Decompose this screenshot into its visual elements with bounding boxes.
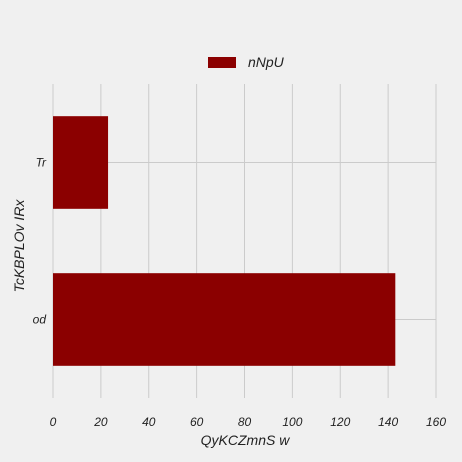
x-tick-label-60: 60 xyxy=(190,415,204,429)
y-axis-label: TcKBPLOv IRx xyxy=(11,199,27,293)
x-tick-label-160: 160 xyxy=(426,415,446,429)
y-tick-labels: Tr od xyxy=(33,156,47,327)
x-tick-label-100: 100 xyxy=(282,415,302,429)
x-tick-label-80: 80 xyxy=(238,415,252,429)
y-tick-label-od: od xyxy=(33,313,47,327)
x-tick-label-0: 0 xyxy=(50,415,57,429)
legend-swatch-nNpU xyxy=(208,57,236,68)
legend-label-nNpU: nNpU xyxy=(248,54,285,70)
bar-Tr xyxy=(53,116,109,209)
x-tick-label-120: 120 xyxy=(330,415,350,429)
x-tick-label-40: 40 xyxy=(142,415,156,429)
x-tick-labels: 0 20 40 60 80 100 120 140 160 xyxy=(50,415,447,429)
legend: nNpU xyxy=(208,54,285,70)
bars xyxy=(53,116,396,366)
x-tick-label-140: 140 xyxy=(378,415,398,429)
x-tick-label-20: 20 xyxy=(93,415,108,429)
bar-od xyxy=(53,273,396,366)
y-tick-label-Tr: Tr xyxy=(36,156,47,170)
x-axis-label: QyKCZmnS w xyxy=(201,432,291,448)
